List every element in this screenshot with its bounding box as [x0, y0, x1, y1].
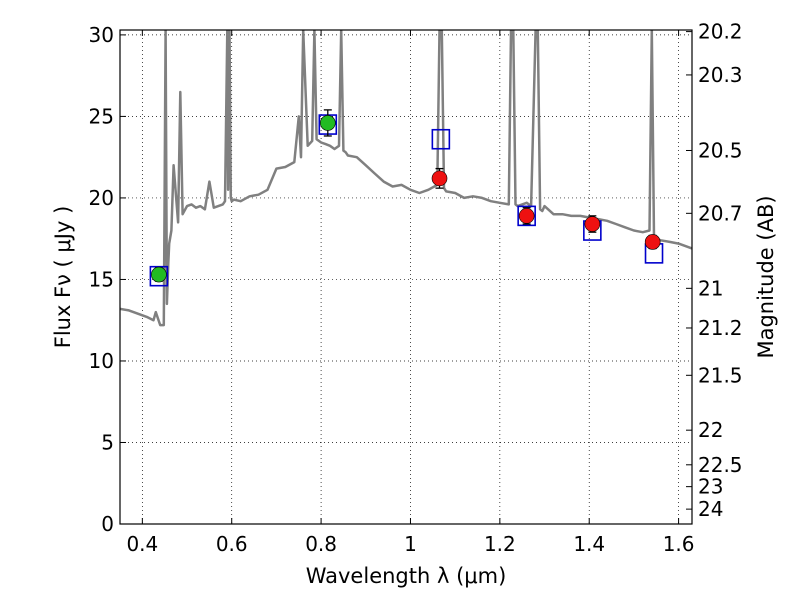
grid: [120, 30, 692, 525]
model-square-point: [149, 265, 169, 287]
y2-tick-label: 24: [698, 497, 723, 521]
y-axis-label: Flux Fν ( μJy ): [51, 206, 75, 349]
y-tick-label: 30: [89, 23, 114, 47]
y2-tick-label: 20.3: [698, 63, 743, 87]
y2-tick-label: 20.7: [698, 201, 743, 225]
y2-tick-label: 21.2: [698, 316, 743, 340]
photometry-point: [584, 216, 601, 232]
photometry-point: [319, 115, 336, 131]
plot-frame: [119, 29, 693, 525]
x-axis-label: Wavelength λ (μm): [306, 564, 507, 588]
marker-layer: [149, 109, 664, 287]
y2-tick-label: 23: [698, 475, 723, 499]
y2-axis-label: Magnitude (AB): [754, 195, 778, 358]
x-tick-label: 1.4: [573, 532, 605, 556]
y-tick-label: 15: [89, 267, 114, 291]
photometry-point: [518, 208, 535, 224]
y2-tick-label: 22: [698, 418, 723, 442]
x-tick-label: 1.2: [484, 532, 516, 556]
axes: 0.4 0.6 0.8 1 1.2 1.4 1.6 0 5 10 15 20 25 30 20.2 20.3 2…: [89, 20, 743, 556]
photometry-point: [151, 266, 167, 283]
model-square-point: [431, 128, 451, 150]
series-layer: [120, 30, 692, 327]
x-tick-label: 1: [404, 532, 417, 556]
y2-tick-label: 20.2: [698, 20, 743, 44]
model-square-point: [517, 205, 536, 227]
y2-tick-label: 21.5: [698, 363, 743, 387]
y-tick-label: 10: [89, 349, 114, 373]
photometry-point: [431, 170, 448, 187]
spectrum-line: [120, 30, 692, 327]
x-tick-label: 0.8: [305, 532, 337, 556]
y-tick-label: 0: [101, 512, 114, 536]
x-tick-label: 1.6: [663, 532, 695, 556]
x-tick-label: 0.4: [126, 532, 158, 556]
y2-tick-label: 21: [698, 276, 723, 300]
y-tick-label: 25: [89, 104, 114, 128]
photometry-point: [644, 234, 661, 250]
y2-tick-label: 22.5: [698, 453, 743, 477]
y2-tick-label: 20.5: [698, 138, 743, 162]
y-tick-label: 5: [101, 430, 114, 454]
x-tick-label: 0.6: [216, 532, 248, 556]
y-tick-label: 20: [89, 186, 114, 210]
